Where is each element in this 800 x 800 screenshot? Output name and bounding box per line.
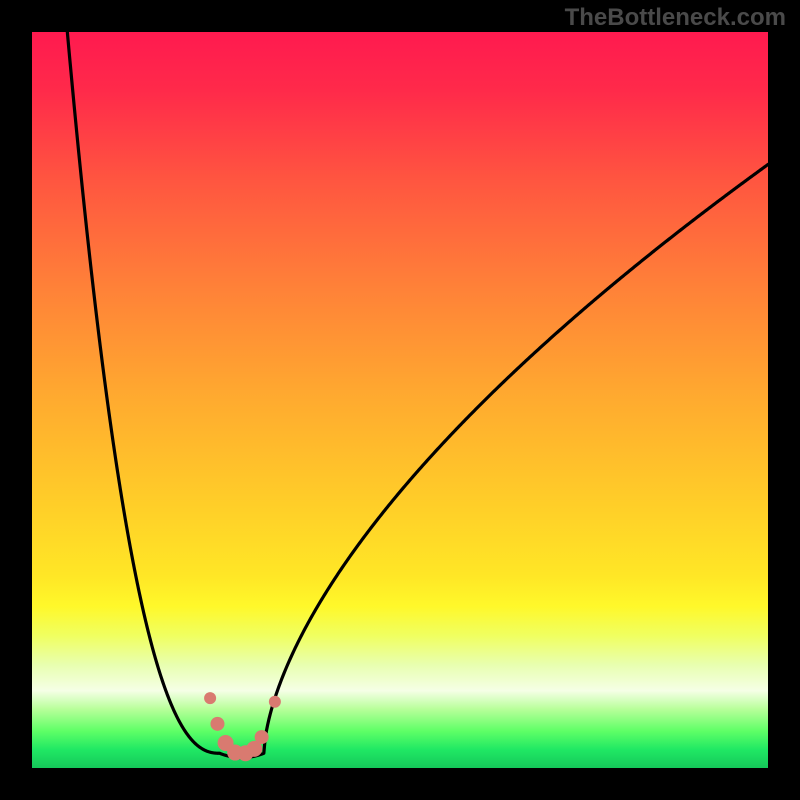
gradient-background (32, 32, 768, 768)
plot-area (32, 32, 768, 768)
watermark-text: TheBottleneck.com (565, 4, 786, 32)
data-marker (255, 730, 269, 744)
data-marker (204, 692, 216, 704)
data-marker (269, 696, 281, 708)
chart-frame: TheBottleneck.com (0, 0, 800, 800)
chart-svg (32, 32, 768, 768)
data-marker (210, 717, 224, 731)
